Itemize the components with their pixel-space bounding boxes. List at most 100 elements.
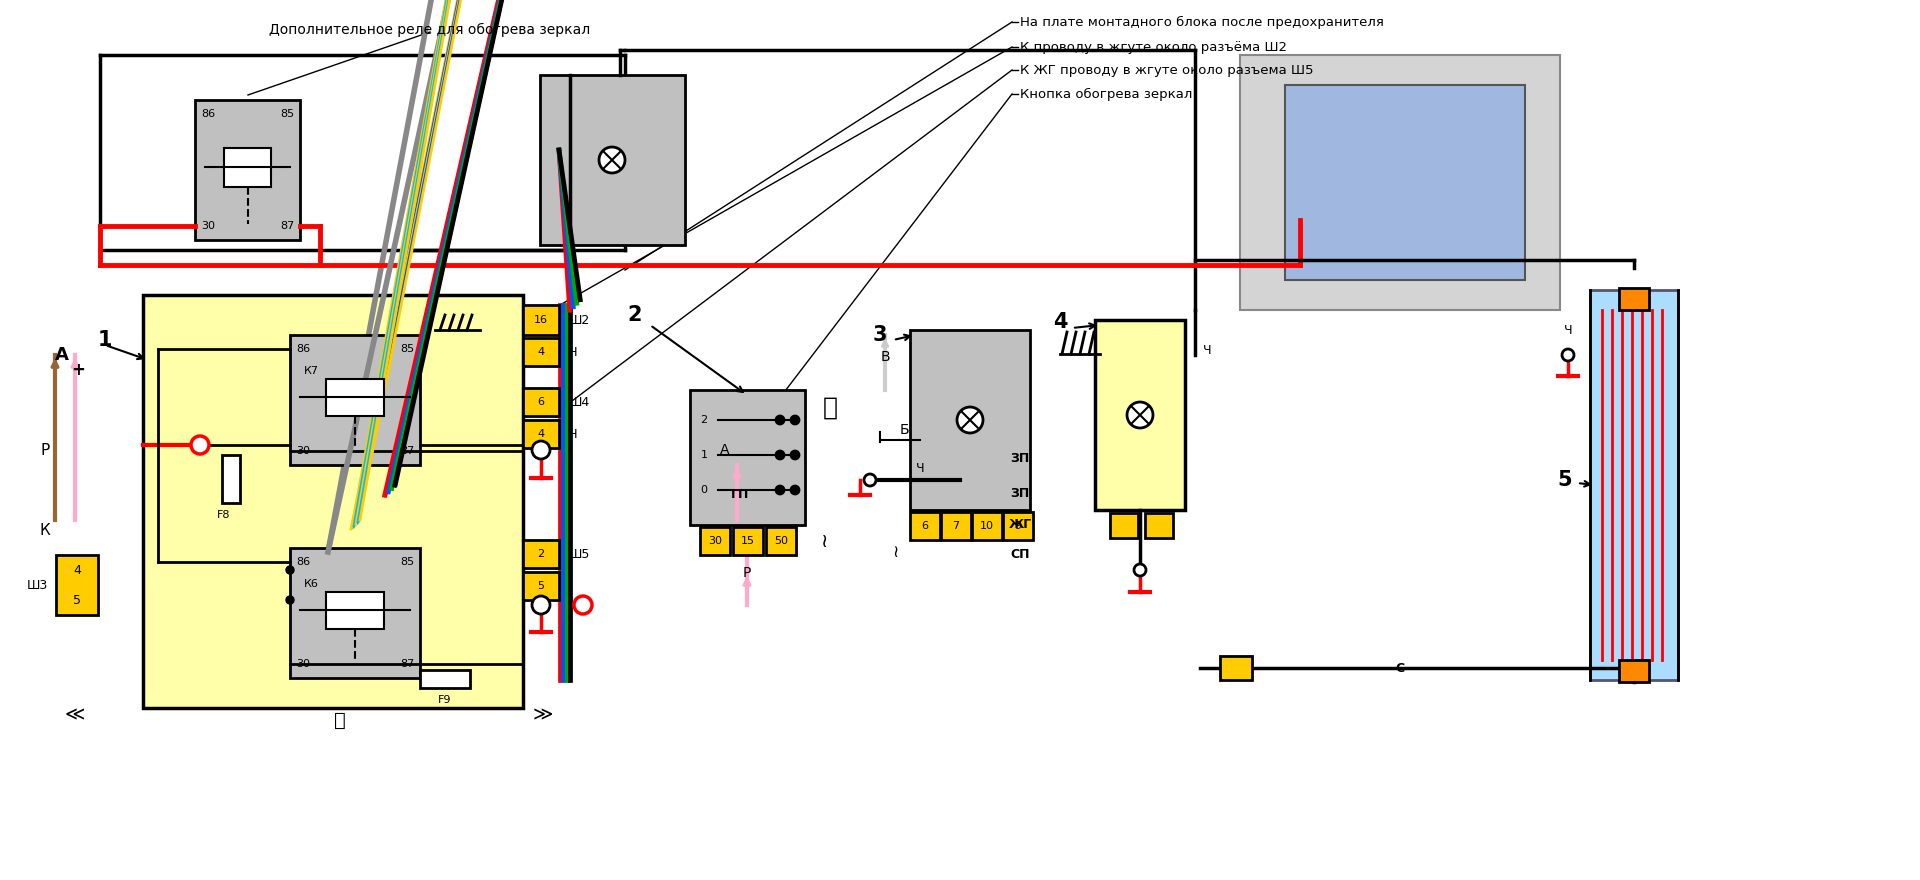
Bar — [1240, 55, 1559, 310]
Bar — [196, 100, 300, 240]
Bar — [225, 148, 271, 187]
Bar — [522, 420, 559, 448]
Text: Б: Б — [900, 423, 910, 437]
Text: 30: 30 — [202, 221, 215, 231]
Text: Кнопка обогрева зеркал: Кнопка обогрева зеркал — [1020, 87, 1192, 100]
Text: Дополнительное реле для обогрева зеркал: Дополнительное реле для обогрева зеркал — [269, 23, 591, 37]
Circle shape — [956, 407, 983, 433]
Text: 7: 7 — [952, 521, 960, 531]
Bar — [910, 330, 1029, 510]
Text: 5: 5 — [73, 593, 81, 606]
Text: На плате монтадного блока после предохранителя: На плате монтадного блока после предохра… — [1020, 16, 1384, 28]
Bar — [701, 527, 730, 555]
Circle shape — [864, 474, 876, 486]
Text: 2: 2 — [538, 549, 545, 559]
Text: 86: 86 — [202, 109, 215, 119]
Text: 4: 4 — [538, 429, 545, 439]
Bar — [972, 512, 1002, 540]
Text: 16: 16 — [534, 315, 547, 325]
Text: 3: 3 — [874, 325, 887, 345]
Text: 1: 1 — [98, 330, 111, 350]
Text: 1: 1 — [701, 450, 707, 460]
Text: 🔑: 🔑 — [334, 710, 346, 730]
Bar — [1590, 290, 1678, 680]
Text: 2: 2 — [701, 415, 708, 425]
Text: 4: 4 — [538, 347, 545, 357]
Bar — [1619, 660, 1649, 682]
Text: 4: 4 — [1052, 312, 1068, 332]
Bar — [689, 390, 804, 525]
Circle shape — [791, 486, 799, 494]
Text: Ш3: Ш3 — [27, 578, 48, 591]
Text: Ч: Ч — [1563, 324, 1572, 336]
Text: 87: 87 — [280, 221, 294, 231]
Text: К7: К7 — [303, 366, 319, 377]
Text: ГП: ГП — [732, 488, 749, 501]
Text: Ш5: Ш5 — [568, 547, 589, 561]
Bar — [1110, 513, 1139, 538]
Text: ЗП: ЗП — [1010, 487, 1029, 500]
Circle shape — [532, 441, 549, 459]
Bar — [1002, 512, 1033, 540]
Text: 10: 10 — [979, 521, 995, 531]
Bar — [1284, 85, 1524, 280]
Circle shape — [532, 596, 549, 614]
Text: СП: СП — [1010, 547, 1029, 561]
Text: 86: 86 — [296, 557, 309, 567]
Text: ≫: ≫ — [534, 706, 553, 724]
Text: А: А — [56, 346, 69, 364]
Bar — [941, 512, 972, 540]
Text: ЖГ: ЖГ — [1008, 517, 1031, 531]
Text: Р: Р — [743, 566, 751, 580]
Text: ≀: ≀ — [822, 532, 829, 551]
Bar — [1619, 288, 1649, 310]
Text: F8: F8 — [217, 510, 230, 520]
Text: +: + — [71, 361, 84, 379]
Bar — [522, 338, 559, 366]
Circle shape — [190, 436, 209, 454]
Text: Ч: Ч — [1204, 343, 1212, 356]
Text: 85: 85 — [280, 109, 294, 119]
Bar — [223, 455, 240, 503]
Text: 30: 30 — [296, 446, 309, 456]
Bar — [1094, 320, 1185, 510]
Text: 87: 87 — [399, 659, 415, 669]
Circle shape — [286, 566, 294, 574]
Circle shape — [776, 486, 783, 494]
Text: 85: 85 — [399, 344, 415, 354]
Bar — [910, 512, 941, 540]
Bar — [522, 388, 559, 416]
Text: Р: Р — [40, 443, 50, 458]
Text: 50: 50 — [774, 536, 787, 546]
Bar — [522, 572, 559, 600]
Text: Ш2: Ш2 — [568, 313, 589, 326]
Bar — [733, 527, 762, 555]
Bar — [1144, 513, 1173, 538]
Text: 86: 86 — [296, 344, 309, 354]
Text: 5: 5 — [1557, 470, 1572, 490]
Text: К: К — [40, 523, 50, 538]
Bar — [766, 527, 797, 555]
Text: К проводу в жгуте около разъёма Ш2: К проводу в жгуте около разъёма Ш2 — [1020, 40, 1286, 54]
Circle shape — [1563, 349, 1574, 361]
Text: 30: 30 — [296, 659, 309, 669]
Text: К ЖГ проводу в жгуте около разъема Ш5: К ЖГ проводу в жгуте около разъема Ш5 — [1020, 63, 1313, 77]
Text: В: В — [879, 350, 889, 364]
Text: 2: 2 — [628, 305, 643, 325]
Text: ≪: ≪ — [65, 706, 84, 724]
Text: ≀: ≀ — [893, 543, 899, 561]
Text: 0: 0 — [701, 485, 707, 495]
Bar — [56, 555, 98, 615]
Bar — [326, 379, 384, 415]
Text: 85: 85 — [399, 557, 415, 567]
Text: 🗝: 🗝 — [822, 396, 837, 420]
Circle shape — [791, 416, 799, 424]
Circle shape — [791, 451, 799, 459]
Text: К6: К6 — [303, 579, 319, 590]
Circle shape — [574, 596, 591, 614]
Bar — [326, 592, 384, 628]
Bar — [142, 295, 522, 708]
Text: 5: 5 — [538, 581, 545, 591]
Bar — [290, 548, 420, 678]
Circle shape — [1127, 402, 1154, 428]
